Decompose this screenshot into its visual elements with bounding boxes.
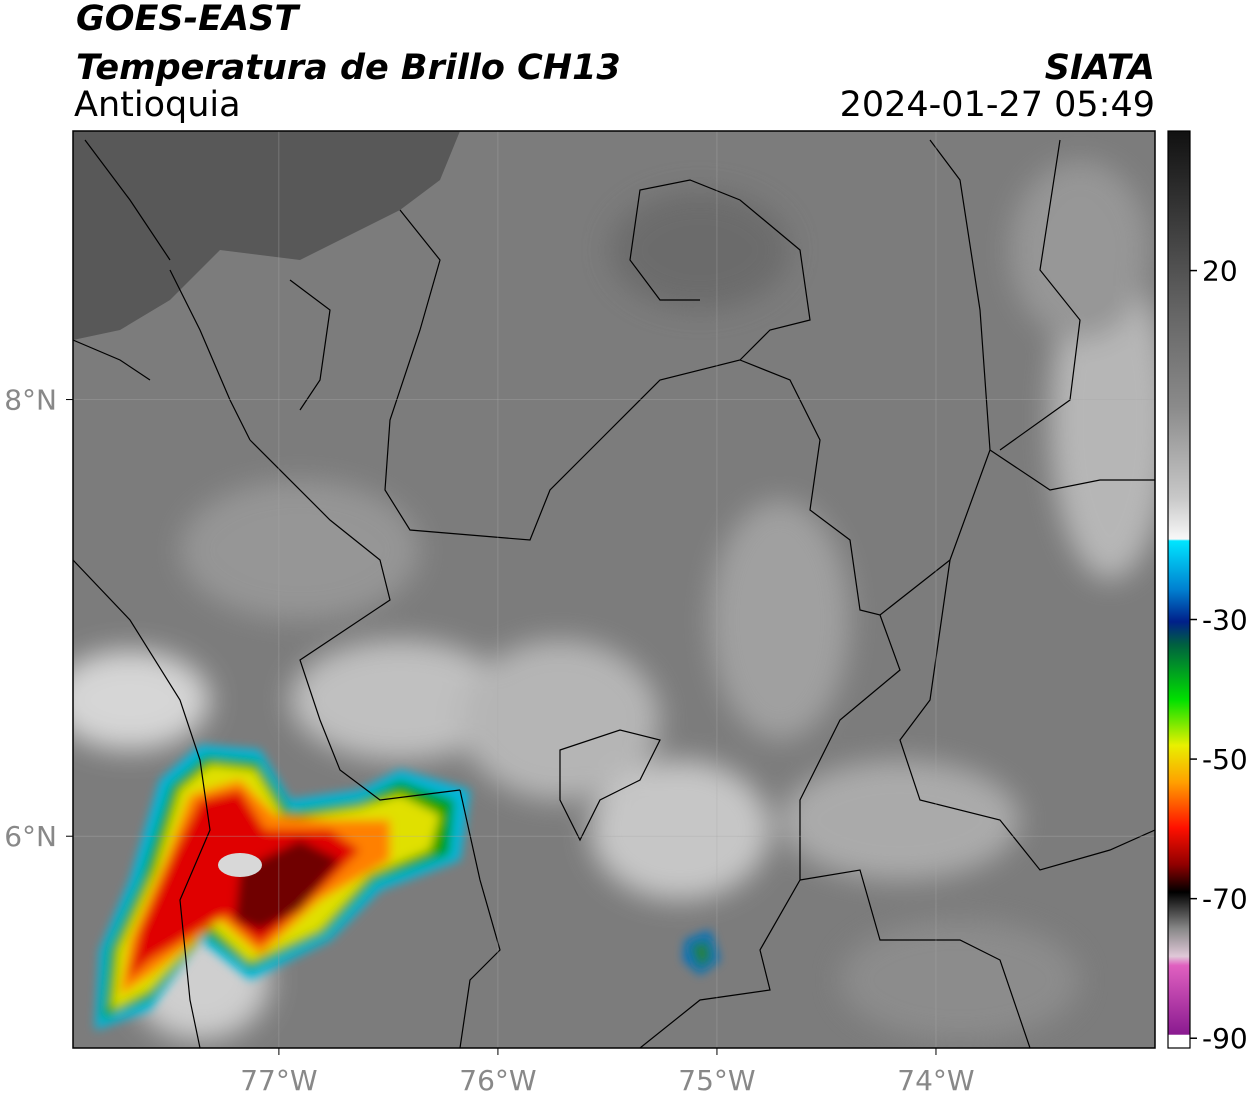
satellite-image bbox=[73, 131, 1155, 1048]
product-title: Temperatura de Brillo CH13 bbox=[76, 48, 621, 88]
datetime: 2024-01-27 05:49 bbox=[840, 85, 1155, 125]
colorbar-tick-label: -30 bbox=[1202, 604, 1248, 637]
x-tick-label: 75°W bbox=[678, 1064, 755, 1097]
colorbar-tick-label: -70 bbox=[1202, 883, 1248, 916]
x-tick-label: 74°W bbox=[897, 1064, 974, 1097]
x-tick-label: 77°W bbox=[240, 1064, 317, 1097]
colorbar-tick-label: 20 bbox=[1202, 255, 1238, 288]
colorbar-tick-label: -50 bbox=[1202, 743, 1248, 776]
organization: SIATA bbox=[1045, 48, 1155, 88]
colorbar bbox=[1167, 130, 1191, 1049]
map-frame bbox=[72, 130, 1156, 1049]
colorbar-tick-label: -90 bbox=[1202, 1022, 1248, 1055]
region: Antioquia bbox=[74, 85, 241, 125]
y-tick-label: 8°N bbox=[4, 384, 57, 417]
satellite-title: GOES-EAST bbox=[76, 0, 301, 39]
grid bbox=[73, 131, 1155, 1048]
y-tick-label: 6°N bbox=[4, 820, 57, 853]
x-tick-label: 76°W bbox=[459, 1064, 536, 1097]
